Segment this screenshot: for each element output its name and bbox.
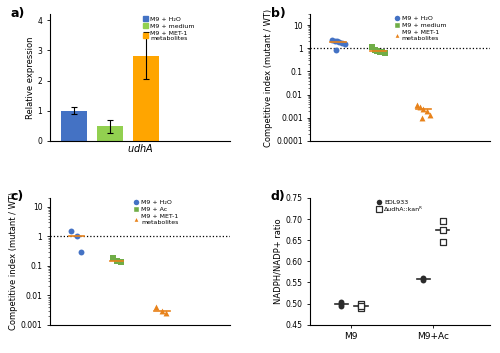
Point bbox=[418, 115, 426, 121]
Y-axis label: Relative expression: Relative expression bbox=[26, 36, 35, 119]
Text: d): d) bbox=[271, 190, 285, 203]
Point bbox=[338, 40, 345, 46]
Point bbox=[371, 47, 379, 53]
Point bbox=[376, 49, 384, 54]
Point bbox=[368, 44, 376, 50]
Point bbox=[68, 228, 76, 234]
Bar bbox=[61, 111, 87, 141]
Point bbox=[341, 41, 349, 46]
Point bbox=[378, 49, 386, 55]
Point bbox=[162, 310, 170, 316]
Legend: M9 + H₂O, M9 + medium, M9 + MET-1
metabolites: M9 + H₂O, M9 + medium, M9 + MET-1 metabo… bbox=[394, 16, 446, 41]
Text: c): c) bbox=[10, 190, 24, 203]
X-axis label: $\it{udhA}$: $\it{udhA}$ bbox=[126, 142, 153, 154]
Point bbox=[331, 38, 339, 44]
Legend: EDL933, ΔudhA::kanᴿ: EDL933, ΔudhA::kanᴿ bbox=[376, 200, 423, 212]
Point bbox=[373, 48, 381, 54]
Legend: M9 + H₂O, M9 + medium, M9 + MET-1
metabolites: M9 + H₂O, M9 + medium, M9 + MET-1 metabo… bbox=[143, 16, 195, 41]
Point bbox=[332, 47, 340, 53]
Point bbox=[413, 102, 421, 108]
Y-axis label: Competitive index (mutant / WT): Competitive index (mutant / WT) bbox=[9, 192, 18, 330]
Point bbox=[112, 259, 120, 264]
Point bbox=[328, 37, 336, 43]
Point bbox=[423, 108, 431, 114]
Point bbox=[426, 112, 434, 118]
Point bbox=[335, 39, 343, 45]
Point bbox=[438, 227, 446, 233]
Point bbox=[108, 256, 116, 261]
Bar bbox=[96, 126, 123, 141]
Point bbox=[438, 240, 446, 245]
Point bbox=[419, 275, 427, 281]
Point bbox=[72, 233, 80, 239]
Point bbox=[420, 106, 428, 112]
Point bbox=[152, 304, 160, 310]
Y-axis label: NADPH/NADP+ ratio: NADPH/NADP+ ratio bbox=[274, 219, 283, 304]
Text: b): b) bbox=[271, 6, 285, 19]
Point bbox=[419, 277, 427, 283]
Point bbox=[338, 303, 345, 309]
Y-axis label: Competitive index (mutant / WT): Competitive index (mutant / WT) bbox=[264, 8, 274, 146]
Point bbox=[357, 303, 365, 309]
Point bbox=[357, 301, 365, 306]
Point bbox=[158, 308, 166, 313]
Point bbox=[116, 259, 124, 265]
Point bbox=[438, 219, 446, 224]
Legend: M9 + H₂O, M9 + Ac, M9 + MET-1
metabolites: M9 + H₂O, M9 + Ac, M9 + MET-1 metabolite… bbox=[134, 200, 179, 225]
Point bbox=[338, 299, 345, 304]
Point bbox=[357, 305, 365, 311]
Point bbox=[333, 38, 341, 44]
Point bbox=[416, 104, 424, 109]
Point bbox=[338, 301, 345, 306]
Bar bbox=[132, 56, 159, 141]
Text: a): a) bbox=[10, 6, 25, 19]
Point bbox=[78, 249, 86, 255]
Point bbox=[381, 50, 389, 56]
